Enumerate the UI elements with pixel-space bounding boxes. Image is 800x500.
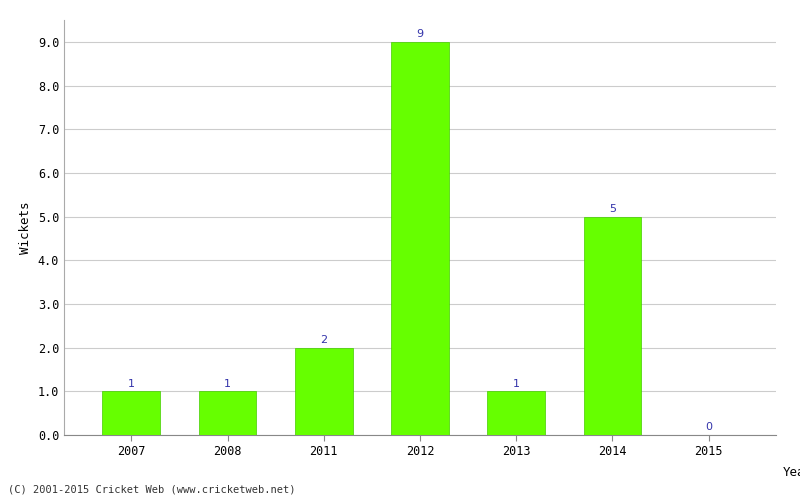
Text: 1: 1 <box>513 378 520 388</box>
Text: 0: 0 <box>705 422 712 432</box>
Text: Year: Year <box>783 466 800 478</box>
Text: 5: 5 <box>609 204 616 214</box>
Bar <box>102 392 160 435</box>
Bar <box>583 216 642 435</box>
Bar <box>487 392 545 435</box>
Y-axis label: Wickets: Wickets <box>19 201 32 254</box>
Text: 9: 9 <box>417 29 423 39</box>
Text: 1: 1 <box>224 378 231 388</box>
Bar <box>295 348 353 435</box>
Text: 1: 1 <box>128 378 135 388</box>
Text: (C) 2001-2015 Cricket Web (www.cricketweb.net): (C) 2001-2015 Cricket Web (www.cricketwe… <box>8 485 295 495</box>
Text: 2: 2 <box>320 335 327 345</box>
Bar <box>391 42 449 435</box>
Bar <box>198 392 257 435</box>
